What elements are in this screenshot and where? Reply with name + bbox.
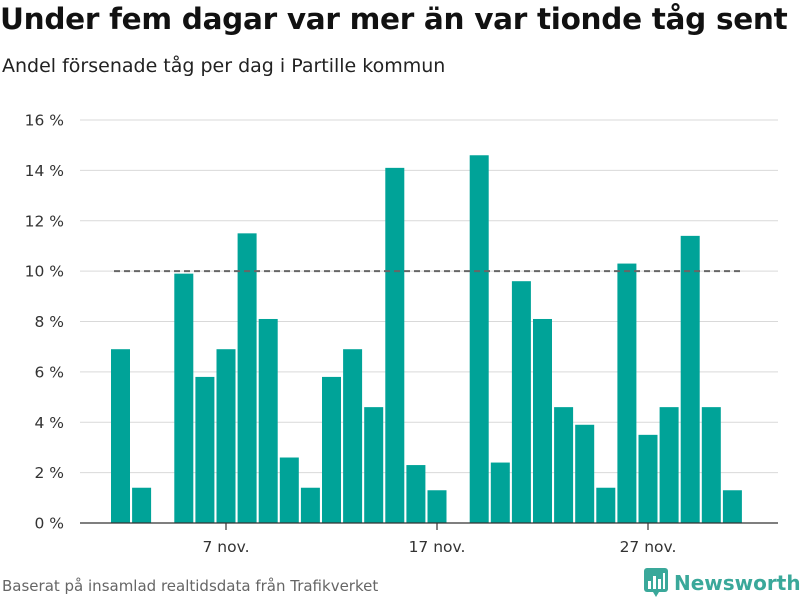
y-tick-label: 10 % bbox=[25, 263, 64, 281]
bar bbox=[111, 349, 130, 523]
bar bbox=[174, 273, 194, 523]
y-tick-label: 14 % bbox=[25, 162, 64, 180]
bar bbox=[638, 434, 658, 523]
bar bbox=[533, 318, 552, 523]
bar bbox=[300, 487, 320, 523]
bar bbox=[385, 167, 405, 523]
bar bbox=[195, 376, 215, 523]
source-note: Baserat på insamlad realtidsdata från Tr… bbox=[2, 577, 379, 595]
bar bbox=[617, 263, 637, 523]
axes: 0 % 2 % 4 % 6 % 8 % 10 % 12 % 14 % 16 % 7 nov. 17 … bbox=[25, 112, 778, 556]
bar bbox=[680, 235, 700, 524]
bar bbox=[364, 407, 384, 523]
x-tick-label: 17 nov. bbox=[409, 538, 466, 556]
y-tick-label: 16 % bbox=[25, 112, 64, 130]
bar bbox=[427, 490, 447, 523]
chart-subtitle: Andel försenade tåg per dag i Partille k… bbox=[2, 55, 446, 77]
bar bbox=[237, 233, 257, 523]
bar bbox=[554, 407, 574, 523]
bar bbox=[406, 465, 426, 523]
bar bbox=[511, 281, 531, 523]
bar bbox=[279, 457, 299, 523]
bar bbox=[701, 407, 721, 523]
y-tick-label: 0 % bbox=[34, 515, 64, 533]
bar bbox=[216, 349, 236, 523]
bar bbox=[343, 349, 363, 523]
bar bbox=[490, 462, 510, 523]
x-tick-label: 27 nov. bbox=[620, 538, 677, 556]
bar bbox=[132, 487, 152, 523]
bar-chart-icon bbox=[644, 568, 668, 597]
bar bbox=[596, 487, 616, 523]
bar bbox=[469, 155, 489, 523]
bar bbox=[322, 376, 341, 523]
bar bbox=[722, 490, 742, 523]
brand-logo: Newsworthy bbox=[644, 568, 800, 598]
chart-title: Under fem dagar var mer än var tionde tå… bbox=[0, 2, 788, 36]
bar bbox=[659, 407, 679, 523]
bars bbox=[111, 155, 742, 524]
y-tick-label: 6 % bbox=[34, 363, 64, 381]
bar bbox=[575, 424, 595, 523]
y-tick-label: 8 % bbox=[34, 313, 64, 331]
y-tick-label: 2 % bbox=[34, 464, 64, 482]
y-tick-label: 4 % bbox=[34, 414, 64, 432]
x-tick-label: 7 nov. bbox=[203, 538, 250, 556]
brand-name: Newsworthy bbox=[674, 571, 800, 595]
bar bbox=[258, 318, 278, 523]
y-tick-label: 12 % bbox=[25, 212, 64, 230]
